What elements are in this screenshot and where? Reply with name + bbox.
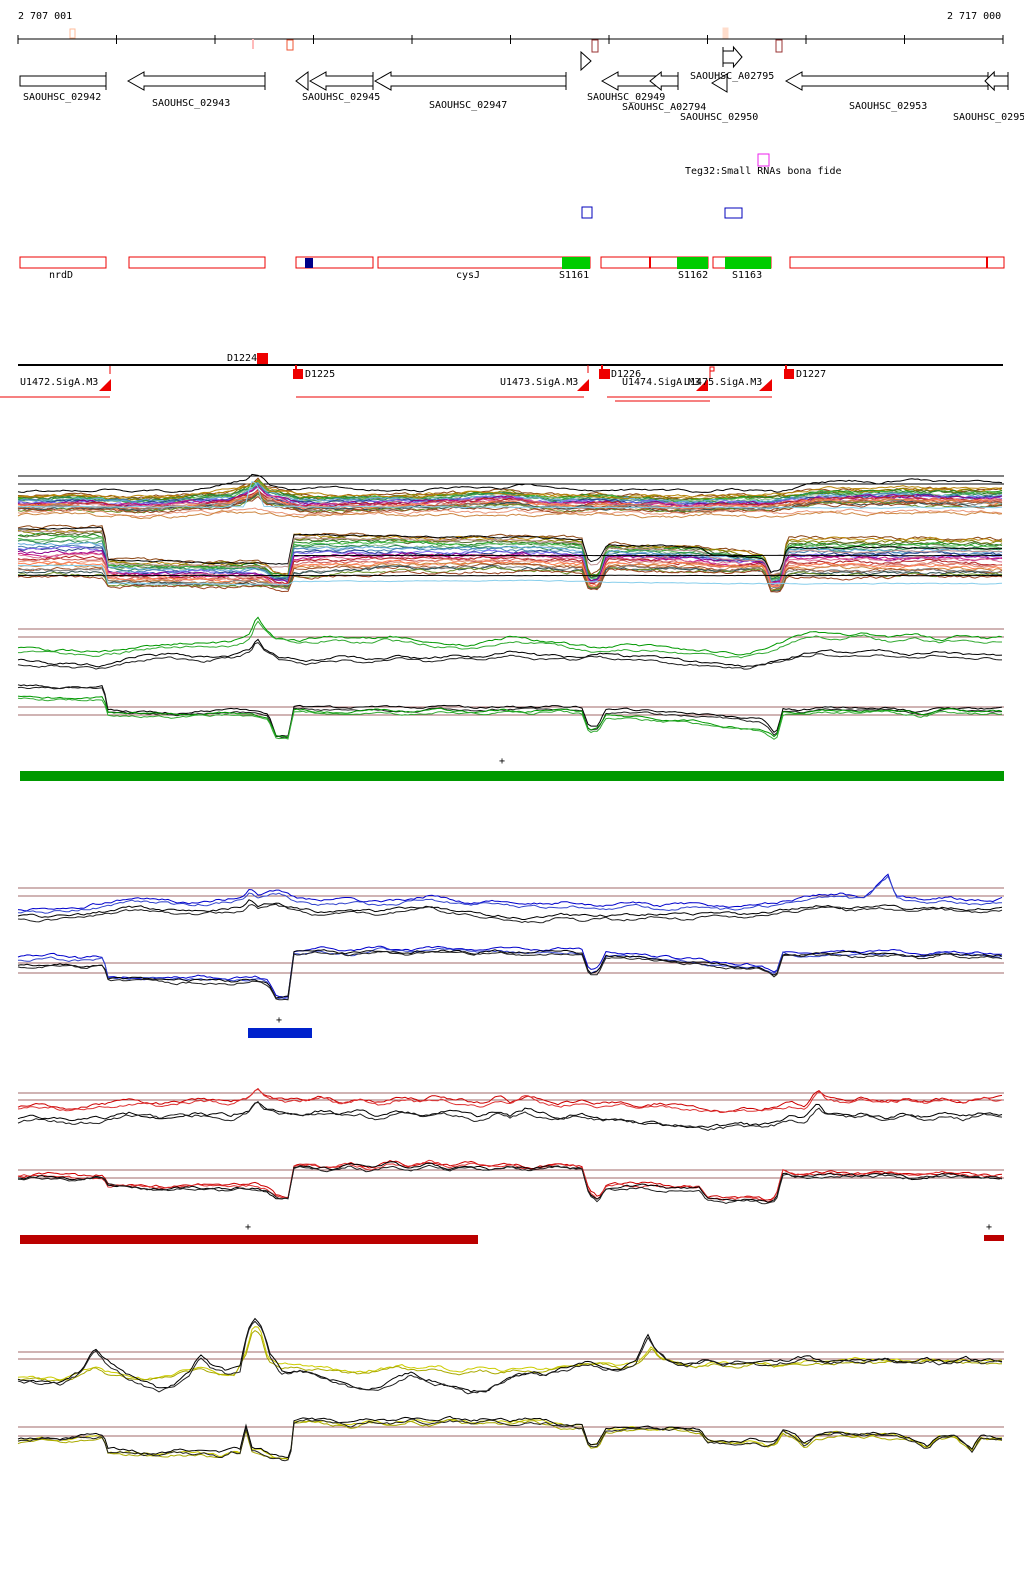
signal-series-all-samples-minus-topline [17,530,1003,576]
signal-series-yellow-control-plus [17,1320,1003,1395]
signal-series-green-control-plus [17,642,1002,670]
gene-SAOUHSC_02945 [295,71,309,91]
signal-series-all-samples-minus [17,558,1003,588]
tss-marker-D1224 [257,353,268,364]
gene-SAOUHSC_02943 [126,71,266,91]
srna-segment [725,257,771,269]
gene-SAOUHSC_A02795 [722,45,743,69]
signal-series-all-samples-minus [17,564,1003,591]
srna-box [757,153,770,167]
gene-orf-flag [580,50,592,72]
gene-SAOUHSC_02945b [308,71,374,91]
signal-series-all-samples-minus [17,555,1003,586]
signal-series-all-samples-minus [17,524,1003,576]
signal-series-yellow-condition-plus [17,1329,1003,1382]
signal-series-green-condition-plus [17,616,1003,656]
plus-strand-coverage-bar-green [20,771,1004,781]
operon-bar [19,256,107,269]
signal-series-red-condition-plus [17,1088,1003,1113]
coverage-bar-red-small [984,1235,1004,1241]
signal-series-all-samples-minus-flat-upper [294,554,1002,557]
ruler-variant-mark [722,27,729,39]
signal-series-all-samples-minus [17,541,1003,582]
tss-marker-D1225 [293,369,303,379]
srna-segment [677,257,708,269]
signal-series-all-samples-plus [17,493,1003,514]
signal-series-red-condition-plus [17,1088,1003,1113]
tss-marker-D1227 [784,369,794,379]
srna-segment [562,257,590,269]
gene-SAOUHSC_02947 [373,71,567,91]
signal-series-all-samples-plus-topline [17,473,1003,493]
signal-series-all-samples-plus-bottom [17,507,1003,518]
gene-SAOUHSC_02953 [784,71,989,91]
signal-series-red-minus-all [17,1159,1003,1203]
signal-series-yellow-condition-plus [17,1326,1003,1381]
operon-bar [377,256,591,269]
coverage-bar-blue [248,1028,312,1038]
signal-series-green-control-plus [17,638,1003,668]
annotation-blue-box [581,206,593,219]
signal-series-blue-control-minus [17,949,1003,999]
ruler-variant-mark [775,39,783,53]
promoter-arrow-U1475.SigA.M3 [759,379,772,391]
signal-series-yellow-minus-all [17,1418,1003,1462]
signal-series-green-condition-minus [17,697,1003,740]
signal-series-all-samples-minus [17,552,1003,586]
annotation-blue-box [724,207,743,219]
gene-SAOUHSC_02942 [19,75,107,87]
signal-series-blue-condition-minus [18,947,1003,1000]
signal-series-blue-control-minus [17,950,1003,1001]
signal-series-blue-condition-minus [17,945,1002,998]
signal-series-red-minus-all [17,1159,1003,1201]
ruler-variant-mark [69,28,76,39]
signal-series-yellow-minus-all [17,1418,1003,1460]
signal-series-yellow-minus-all [17,1415,1003,1459]
signal-series-blue-condition-plus [17,875,1003,914]
signal-series-all-samples-minus-flat-lower [17,574,1003,577]
signal-series-red-control-plus [17,1100,1003,1131]
operon-bar [295,256,374,269]
ruler-variant-mark [591,39,599,53]
signal-series-green-condition-plus [18,620,1002,659]
signal-series-blue-condition-plus [17,873,1003,912]
operon-bar [789,256,1005,269]
signal-series-all-samples-plus-bottom [17,510,1003,520]
signal-series-green-control-minus [17,684,1003,737]
signal-series-all-samples-plus-khaki [17,480,1003,500]
signal-series-all-samples-minus-skyblue [17,564,1003,586]
signal-series-red-minus-all [17,1164,1003,1205]
tss-marker-D1226 [599,369,610,379]
promoter-arrow-U1472.SigA.M3 [99,379,111,391]
promoter-flag-top [709,366,715,372]
signal-series-all-samples-plus [17,483,1003,505]
signal-series-all-samples-plus [17,488,1003,509]
signal-series-all-samples-plus-skyblue [17,480,1003,509]
promoter-arrow-U1474.SigA.M3 [696,379,708,391]
gene-SAOUHSC_02950 [711,73,728,93]
coverage-bar-red-large [20,1235,478,1244]
signal-series-all-samples-minus [17,537,1003,582]
signal-series-yellow-minus-all [17,1419,1003,1461]
signal-series-yellow-control-plus [17,1317,1003,1393]
signal-series-all-samples-plus [17,482,1003,505]
gene-SAOUHSC_A02794 [649,70,679,92]
signal-series-all-samples-minus-topline [17,526,1003,574]
signal-series-blue-control-plus [17,899,1003,920]
signal-series-red-control-plus [17,1101,1003,1129]
ruler-variant-mark [286,39,294,51]
navy-segment [305,258,313,268]
signal-series-red-minus-all [17,1161,1003,1203]
signal-series-all-samples-minus [17,568,1003,593]
promoter-arrow-U1473.SigA.M3 [577,379,589,391]
signal-series-blue-control-plus [17,903,1003,924]
operon-bar [128,256,266,269]
